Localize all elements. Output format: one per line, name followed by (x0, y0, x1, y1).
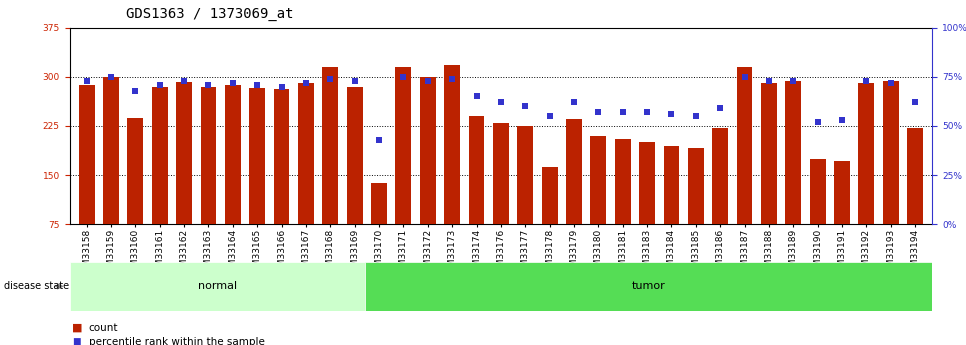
Bar (469, 116, 484, 224)
Text: GDS1363 / 1373069_at: GDS1363 / 1373069_at (126, 7, 293, 21)
Bar (444, 65, 460, 224)
Text: percentile rank within the sample: percentile rank within the sample (89, 337, 265, 345)
Bar (347, 87, 362, 224)
Text: ■: ■ (72, 337, 81, 345)
Bar (420, 77, 436, 224)
Bar (176, 82, 192, 224)
Bar (103, 77, 119, 224)
Text: count: count (89, 323, 119, 333)
Bar (201, 87, 216, 224)
Bar (128, 118, 143, 224)
Bar (737, 67, 753, 224)
Bar (78, 85, 95, 224)
Bar (859, 83, 874, 224)
Bar (614, 139, 631, 224)
Bar (785, 81, 801, 224)
Bar (365, 262, 932, 310)
Text: tumor: tumor (632, 282, 666, 291)
Bar (249, 88, 265, 224)
Bar (834, 161, 850, 224)
Bar (761, 83, 777, 224)
Bar (371, 183, 387, 224)
Bar (590, 136, 607, 224)
Bar (323, 67, 338, 224)
Bar (664, 146, 679, 224)
Bar (518, 126, 533, 224)
Bar (810, 159, 826, 224)
Text: ■: ■ (72, 323, 83, 333)
Bar (298, 83, 314, 224)
Bar (493, 123, 509, 224)
Bar (639, 142, 655, 224)
Bar (883, 81, 898, 224)
Bar (907, 128, 923, 224)
Bar (542, 167, 557, 224)
Text: disease state: disease state (4, 282, 69, 291)
Text: normal: normal (198, 282, 237, 291)
Bar (712, 128, 728, 224)
Bar (688, 148, 704, 224)
Bar (273, 89, 290, 224)
Bar (566, 119, 582, 224)
Bar (395, 67, 412, 224)
Bar (225, 85, 241, 224)
Bar (70, 262, 365, 310)
Bar (152, 87, 168, 224)
